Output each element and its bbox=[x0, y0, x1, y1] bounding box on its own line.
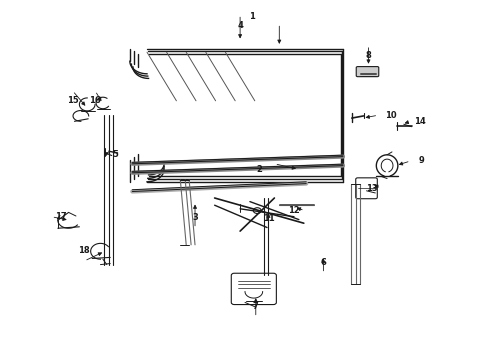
Text: 12: 12 bbox=[288, 206, 300, 215]
Text: 6: 6 bbox=[320, 258, 326, 267]
Text: 13: 13 bbox=[366, 184, 377, 193]
Text: 11: 11 bbox=[263, 214, 274, 223]
Text: 1: 1 bbox=[249, 12, 255, 21]
Text: 3: 3 bbox=[192, 213, 198, 222]
Text: 2: 2 bbox=[257, 165, 263, 174]
Text: 4: 4 bbox=[237, 21, 243, 30]
Text: 17: 17 bbox=[55, 212, 67, 221]
FancyBboxPatch shape bbox=[356, 67, 379, 77]
Text: 14: 14 bbox=[414, 117, 425, 126]
Text: 15: 15 bbox=[67, 96, 78, 105]
Text: 16: 16 bbox=[89, 96, 101, 105]
Text: 10: 10 bbox=[385, 111, 397, 120]
Text: 5: 5 bbox=[112, 150, 118, 159]
Text: 18: 18 bbox=[78, 246, 90, 255]
Text: 7: 7 bbox=[253, 302, 259, 311]
FancyBboxPatch shape bbox=[356, 178, 377, 199]
Text: 9: 9 bbox=[418, 156, 424, 165]
FancyBboxPatch shape bbox=[231, 273, 276, 305]
Text: 8: 8 bbox=[366, 51, 371, 60]
